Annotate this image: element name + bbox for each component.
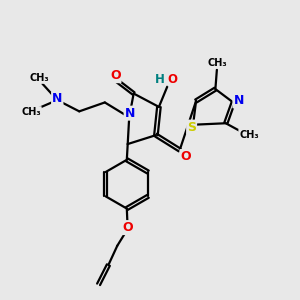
- Text: O: O: [180, 150, 191, 163]
- Text: O: O: [168, 73, 178, 86]
- Text: CH₃: CH₃: [21, 107, 41, 117]
- Text: CH₃: CH₃: [239, 130, 259, 140]
- Text: S: S: [187, 121, 196, 134]
- Text: N: N: [124, 106, 135, 120]
- Text: O: O: [122, 221, 133, 234]
- Text: CH₃: CH₃: [207, 58, 227, 68]
- Text: N: N: [233, 94, 244, 107]
- Text: H: H: [155, 73, 165, 86]
- Text: N: N: [52, 92, 62, 105]
- Text: CH₃: CH₃: [30, 73, 49, 83]
- Text: O: O: [110, 69, 121, 82]
